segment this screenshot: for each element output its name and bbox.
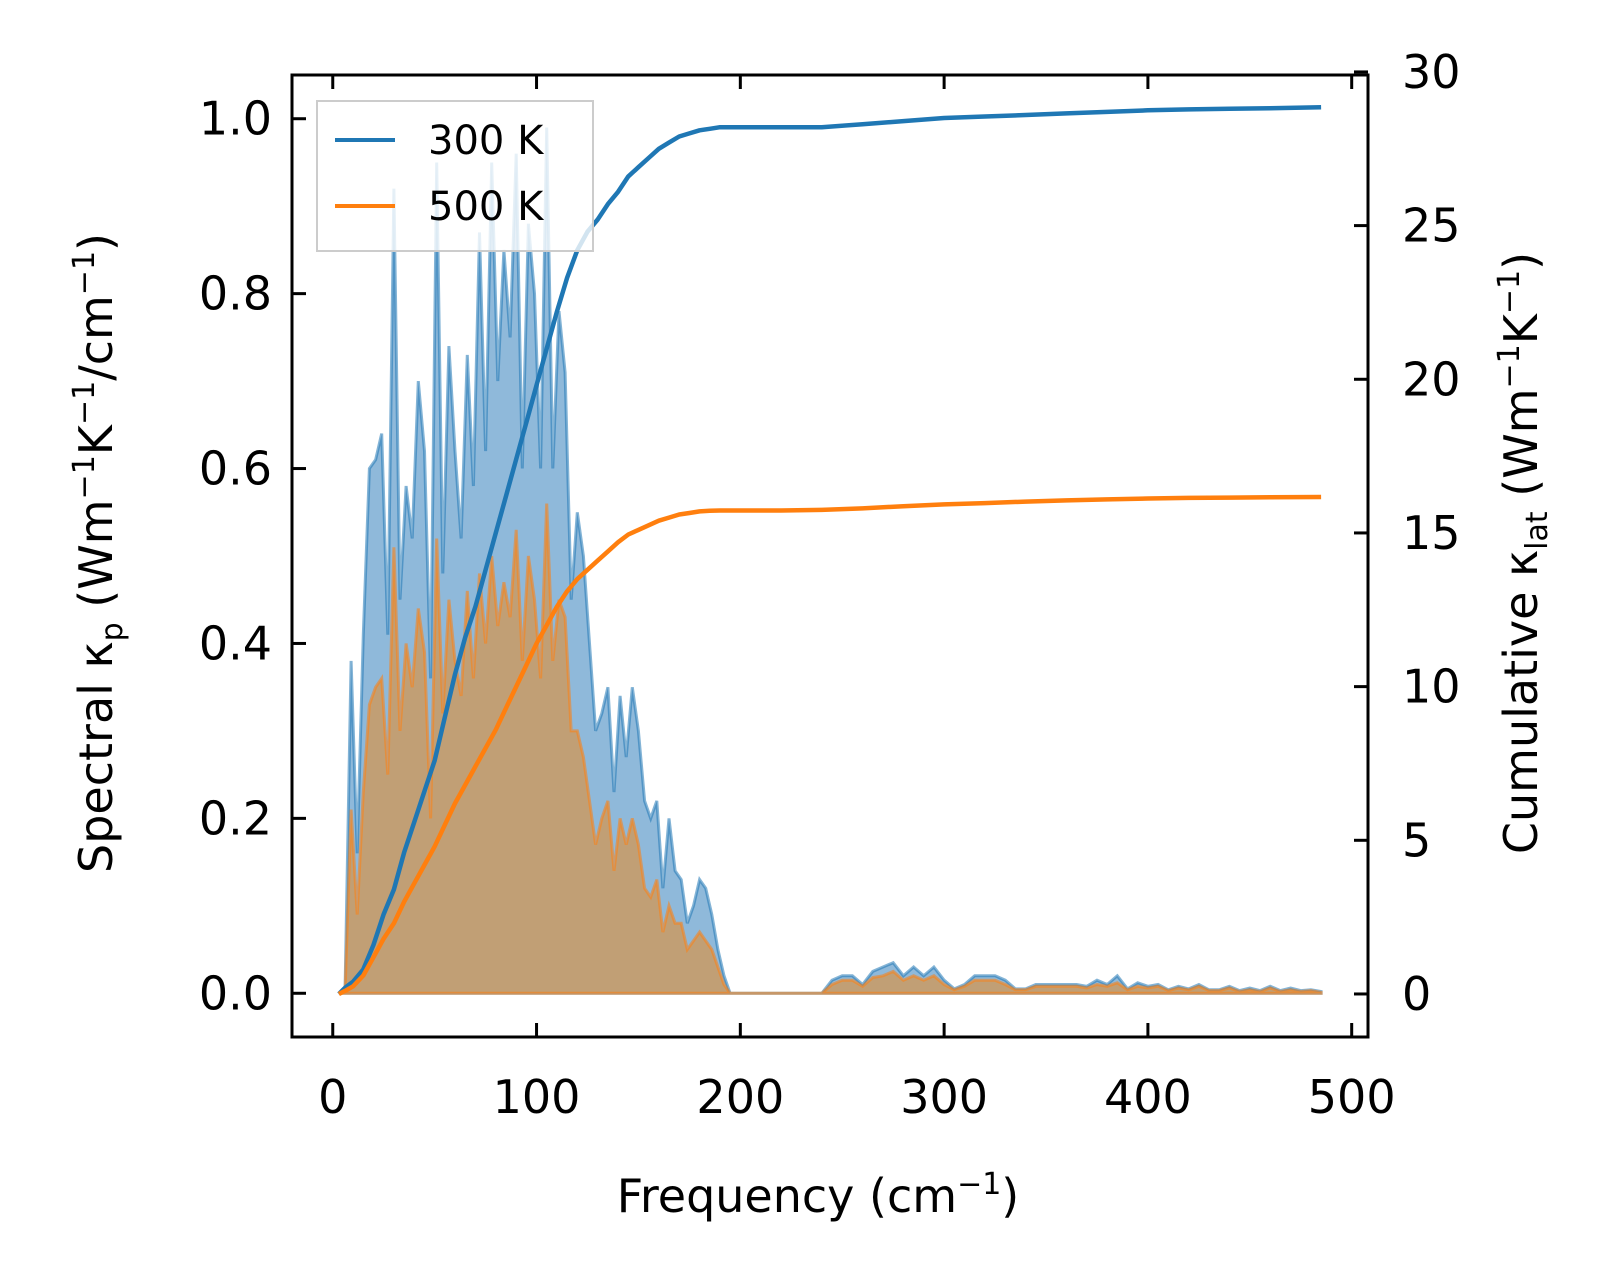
y-right-label-p4: ) [1494, 252, 1548, 270]
y-left-label-sup1: −1 [67, 455, 102, 499]
y-left-label-p5: ) [69, 233, 123, 251]
x-axis-label: Frequency (cm−1) [617, 1167, 1020, 1223]
y-right-tick-label: 15 [1402, 506, 1461, 560]
x-axis-label-close: ) [1001, 1169, 1019, 1223]
y-left-tick-label: 0.2 [199, 791, 272, 845]
y-left-tick-label: 0.8 [199, 267, 272, 321]
y-axis-left: 0.0 0.2 0.4 0.6 0.8 1.0 [199, 92, 306, 1020]
y-axis-right-label: Cumulative κlat (Wm−1K−1) [1492, 252, 1555, 854]
legend-label-500k: 500 K [428, 184, 545, 230]
y-left-label-p2: (Wm [69, 499, 123, 622]
y-axis-right: 0 5 10 15 20 25 30 [1354, 45, 1461, 1021]
y-left-label-sub: p [95, 622, 130, 641]
plot-area [290, 73, 1370, 1039]
y-right-tick-label: 25 [1402, 199, 1461, 253]
y-right-label-p1: Cumulative κ [1494, 550, 1548, 854]
legend-label-300k: 300 K [428, 118, 545, 164]
legend-box [316, 100, 594, 252]
x-tick-label: 300 [900, 1070, 988, 1124]
x-tick-label: 0 [318, 1070, 347, 1124]
x-tick-label: 100 [493, 1070, 581, 1124]
y-left-label-sup2: −1 [67, 381, 102, 425]
y-right-label-p2: (Wm [1494, 388, 1548, 511]
y-right-tick-label: 0 [1402, 967, 1431, 1021]
x-tick-label: 500 [1308, 1070, 1396, 1124]
cumulative-line-300k [337, 105, 1322, 996]
plot-frame [290, 73, 1370, 1039]
legend: 300 K 500 K [316, 100, 594, 252]
y-left-tick-label: 0.4 [199, 616, 272, 670]
x-tick-label: 200 [696, 1070, 784, 1124]
x-axis-label-sup: −1 [957, 1167, 1001, 1202]
y-left-tick-label: 0.0 [199, 966, 272, 1020]
y-right-label-p3: K [1494, 312, 1548, 344]
y-right-label-sup1: −1 [1492, 344, 1527, 388]
series-lines [337, 105, 1322, 997]
y-left-label-sup3: −1 [67, 251, 102, 295]
y-left-tick-label: 1.0 [199, 92, 272, 146]
y-axis-left-label: Spectral κp (Wm−1K−1/cm−1) [67, 233, 130, 873]
x-axis: 0 100 200 300 400 500 [318, 75, 1396, 1124]
x-tick-label: 400 [1104, 1070, 1192, 1124]
y-right-label-sub: lat [1520, 511, 1555, 550]
x-axis-label-main: Frequency (cm [617, 1169, 957, 1223]
y-left-label-p3: K [69, 423, 123, 455]
y-left-label-p1: Spectral κ [69, 641, 123, 873]
y-left-tick-label: 0.6 [199, 442, 272, 496]
y-right-tick-label: 30 [1402, 45, 1461, 99]
y-right-tick-label: 20 [1402, 352, 1461, 406]
y-right-label-sup2: −1 [1492, 270, 1527, 314]
spectral-fills [338, 127, 1323, 995]
spectral-area-500k [338, 503, 1323, 995]
cumulative-line-500k [337, 494, 1322, 997]
y-left-label-p4: /cm [69, 295, 123, 381]
y-right-tick-label: 5 [1402, 813, 1431, 867]
y-right-tick-label: 10 [1402, 660, 1461, 714]
